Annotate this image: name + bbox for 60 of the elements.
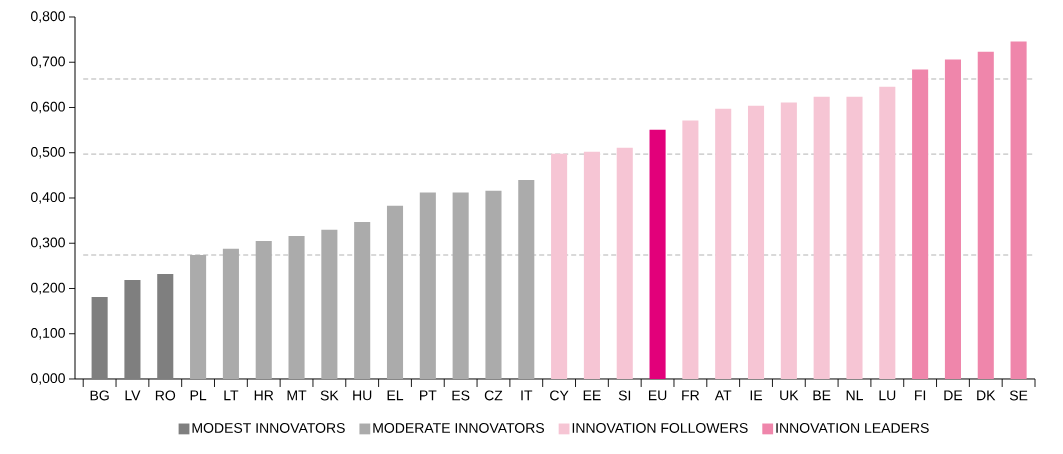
- bar: [616, 147, 633, 379]
- bar: [682, 120, 699, 379]
- x-tick-label: UK: [780, 390, 799, 401]
- y-tick-label: 0,500: [30, 146, 65, 159]
- x-tick-label: EL: [387, 390, 404, 401]
- y-tick-label: 0,600: [30, 101, 65, 114]
- y-tick-label: 0,700: [30, 56, 65, 69]
- bar: [1010, 41, 1027, 379]
- y-tick-label: 0,400: [30, 192, 65, 204]
- x-tick-label: BE: [813, 390, 831, 401]
- x-tick-label: CY: [550, 390, 569, 401]
- x-tick-label: HU: [353, 390, 372, 401]
- bar: [91, 297, 108, 379]
- x-tick-label: DK: [977, 390, 996, 401]
- x-tick-label: PL: [190, 390, 207, 401]
- bar: [780, 102, 797, 379]
- x-tick-label: LV: [125, 390, 141, 401]
- x-tick-label: LU: [879, 390, 896, 401]
- x-tick-label: SK: [320, 390, 339, 401]
- x-tick-label: RO: [155, 390, 176, 401]
- x-tick-label: ES: [452, 390, 470, 401]
- y-tick-label: 0,100: [30, 327, 65, 340]
- y-tick-label: 0,800: [30, 11, 65, 23]
- bar: [846, 96, 863, 379]
- bar: [551, 153, 568, 379]
- x-tick-label: IT: [521, 390, 533, 401]
- legend-label: MODEST INNOVATORS: [192, 422, 345, 433]
- bar: [157, 274, 174, 379]
- bar: [879, 86, 896, 379]
- x-tick-label: AT: [714, 390, 732, 401]
- bar: [715, 108, 732, 379]
- y-tick-label: 0,200: [30, 282, 65, 295]
- x-tick-label: SE: [1009, 390, 1028, 401]
- x-tick-label: BG: [90, 390, 109, 401]
- x-tick-label: EU: [648, 390, 667, 401]
- x-tick-label: EE: [583, 390, 601, 401]
- legend-label: INNOVATION FOLLOWERS: [572, 422, 748, 433]
- x-tick-label: LT: [224, 390, 239, 401]
- bar: [944, 59, 961, 379]
- bar: [649, 129, 666, 379]
- legend-label: INNOVATION LEADERS: [776, 422, 929, 433]
- y-tick-label: 0,300: [30, 237, 65, 250]
- bar: [977, 51, 994, 379]
- x-tick-label: PT: [420, 390, 437, 401]
- bar: [124, 279, 141, 379]
- bar: [813, 96, 830, 379]
- x-tick-label: FI: [915, 390, 926, 401]
- x-tick-label: SI: [618, 390, 631, 401]
- x-tick-label: IE: [750, 390, 763, 401]
- bar: [747, 105, 765, 379]
- bar: [583, 151, 600, 379]
- bar: [912, 69, 929, 379]
- y-tick-label: 0,000: [30, 373, 65, 385]
- x-tick-label: CZ: [484, 390, 503, 401]
- x-tick-label: NL: [846, 390, 863, 401]
- x-tick-label: FR: [682, 390, 700, 401]
- legend-label: MODERATE INNOVATORS: [373, 422, 545, 433]
- x-tick-label: HR: [254, 390, 274, 401]
- x-tick-label: MT: [287, 390, 307, 401]
- x-tick-label: DE: [944, 390, 963, 401]
